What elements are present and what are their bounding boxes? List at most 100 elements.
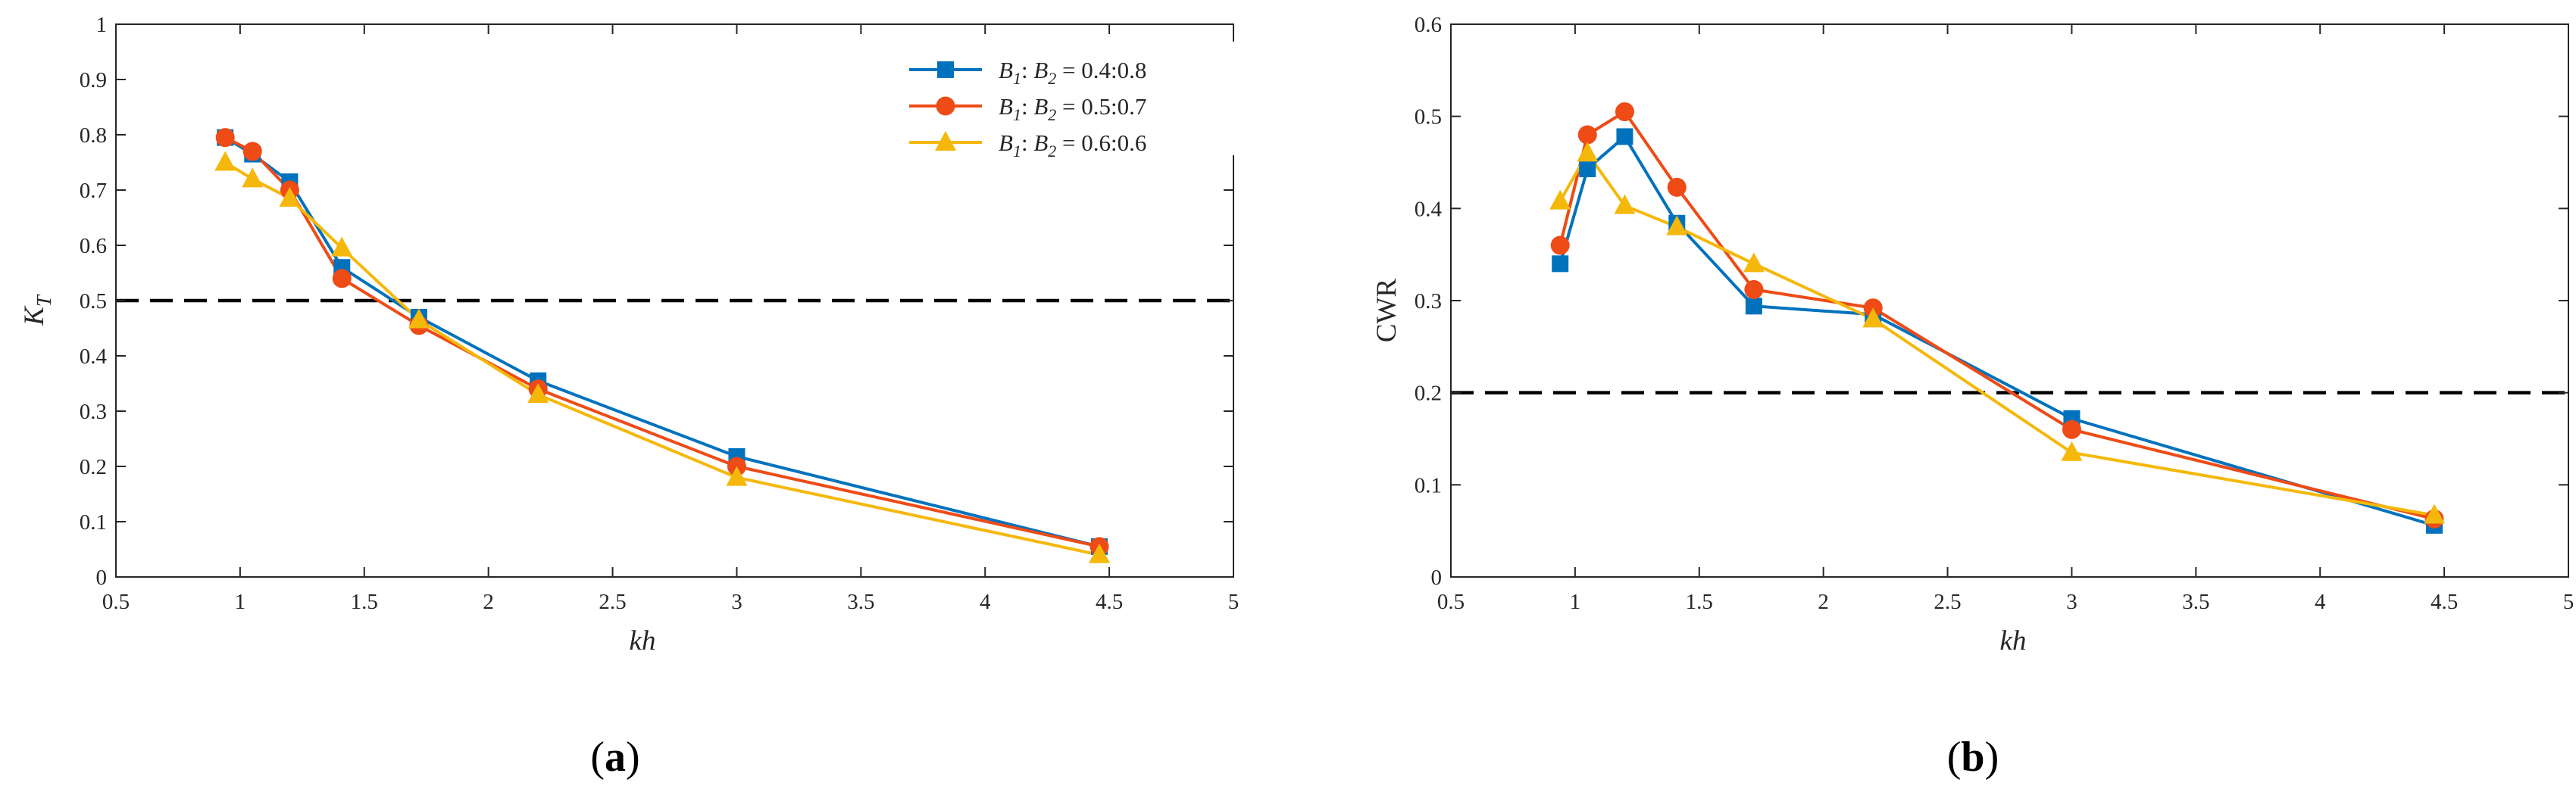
legend-label-part: : (1021, 129, 1033, 156)
x-tick-label: 3.5 (2182, 590, 2209, 614)
legend-label: B1: B2 = 0.6:0.6 (999, 129, 1146, 161)
x-tick-label: 1.5 (351, 590, 378, 614)
legend-label-part: 1 (1013, 142, 1021, 161)
series-group (214, 128, 1110, 563)
data-point-triangle (1743, 252, 1765, 273)
y-axis-label: KT (19, 294, 55, 326)
y-tick-label: 0.1 (1415, 473, 1442, 497)
legend-label-part: 2 (1048, 142, 1056, 161)
x-tick-label: 4.5 (1096, 590, 1123, 614)
legend-label-part: B (999, 57, 1013, 83)
data-point-triangle (527, 383, 549, 404)
tick-label-group: 0.5 1 1.5 2 2.5 3 3.5 4 4.5 5 0 0.1 0.2 0.3 0.4 0.5 0.6 0… (80, 13, 1240, 614)
x-axis-label: kh (2000, 625, 2027, 656)
legend-label-part: 0.6:0.6 (1081, 129, 1146, 156)
y-tick-label: 0.8 (80, 123, 107, 148)
legend-label-part: 0.5:0.7 (1081, 93, 1146, 120)
panel-label-open-paren: ( (590, 734, 605, 781)
data-point-triangle (1577, 142, 1599, 162)
legend-label-part: 0.4:0.8 (1081, 57, 1146, 83)
legend-label-part: B (999, 93, 1013, 120)
y-tick-label: 0.2 (1415, 382, 1442, 406)
legend-entry: B1: B2 = 0.4:0.8 (909, 57, 1146, 88)
data-point-triangle (279, 186, 301, 207)
legend-label-part: = (1056, 57, 1081, 83)
y-tick-label: 0 (1431, 566, 1443, 590)
x-tick-label: 2 (483, 590, 494, 614)
legend-box (861, 42, 1235, 155)
series-group (1549, 102, 2445, 534)
y-tick-label: 0.1 (80, 510, 107, 535)
data-point-square (937, 61, 954, 78)
axes-group (1450, 23, 2569, 578)
x-tick-label: 4 (980, 590, 991, 614)
y-tick-label: 0.5 (80, 289, 107, 313)
panel-label-close-paren: ) (626, 734, 640, 781)
legend-label-part: B (999, 129, 1013, 156)
chart-panel-a: 0.5 1 1.5 2 2.5 3 3.5 4 4.5 5 0 0.1 0.2 0.3 0.4 0.5 0.6 0… (19, 13, 1239, 781)
legend-label-part: 1 (1013, 105, 1021, 124)
legend-label-part: = (1056, 93, 1081, 120)
data-point-circle (2062, 419, 2081, 439)
x-tick-label: 1.5 (1686, 590, 1713, 614)
chart-panel-b: 0.5 1 1.5 2 2.5 3 3.5 4 4.5 500.10.20.30.40.50.6 … (1371, 13, 2574, 781)
y-tick-label: 0.4 (80, 345, 108, 369)
y-axis-label-main: K (19, 305, 50, 326)
x-tick-label: 0.5 (1437, 590, 1465, 614)
legend-entry: B1: B2 = 0.5:0.7 (909, 93, 1146, 124)
x-tick-label: 4 (2315, 590, 2326, 614)
legend-entry: B1: B2 = 0.6:0.6 (909, 129, 1146, 161)
data-point-triangle (726, 466, 748, 486)
data-point-circle (332, 269, 352, 288)
legend-label-part: : (1021, 57, 1033, 83)
data-point-triangle (242, 167, 264, 188)
x-tick-label: 2.5 (599, 590, 626, 614)
data-point-circle (1615, 102, 1634, 122)
data-point-triangle (2061, 441, 2083, 461)
panel-label-open-paren: ( (1947, 734, 1962, 781)
x-tick-label: 4.5 (2431, 590, 2458, 614)
tick-label-group: 0.5 1 1.5 2 2.5 3 3.5 4 4.5 5 0 0.1 0.2 0.3 0.4 0.5 0.6 (1415, 13, 2574, 614)
data-point-triangle (2424, 504, 2445, 524)
y-tick-label: 0.3 (1415, 289, 1442, 313)
y-tick-label: 0.2 (80, 455, 107, 479)
legend-label-part: 2 (1048, 105, 1056, 124)
data-point-triangle (1614, 194, 1636, 214)
data-point-circle (1744, 279, 1764, 299)
data-point-square (1745, 298, 1762, 315)
legend-label-part: B (1033, 129, 1048, 156)
data-point-circle (215, 128, 235, 148)
y-tick-label: 0.6 (1415, 13, 1442, 37)
x-tick-label: 3.5 (847, 590, 874, 614)
legend: B1: B2 = 0.4:0.8B1: B2 = 0.5:0.7B1: B2 =… (861, 42, 1235, 161)
x-tick-label: 3 (2066, 590, 2077, 614)
y-tick-label: 0.7 (80, 179, 107, 203)
x-tick-label: 1 (235, 590, 246, 614)
legend-entries: B1: B2 = 0.4:0.8B1: B2 = 0.5:0.7B1: B2 =… (909, 57, 1146, 161)
legend-label-part: = (1056, 129, 1081, 156)
legend-label: B1: B2 = 0.5:0.7 (999, 93, 1146, 124)
data-point-triangle (935, 131, 956, 151)
x-tick-label: 2.5 (1934, 590, 1961, 614)
y-tick-label: 1 (96, 13, 108, 37)
y-tick-label: 0.3 (80, 400, 107, 424)
data-point-circle (1577, 125, 1597, 145)
legend-label-part: 1 (1013, 69, 1021, 88)
data-point-square (1552, 255, 1569, 273)
panel-label-close-paren: ) (1985, 734, 1999, 781)
y-axis-label-subscript: T (33, 294, 55, 307)
data-point-triangle (1666, 215, 1688, 235)
axes-group (115, 23, 1234, 578)
data-point-circle (1667, 177, 1687, 197)
series-markers-3 (214, 151, 1110, 563)
data-point-triangle (214, 151, 236, 171)
x-tick-label: 0.5 (102, 590, 130, 614)
data-point-circle (936, 96, 955, 116)
legend-label-part: B (1033, 57, 1048, 83)
x-tick-label: 5 (2563, 590, 2574, 614)
data-point-circle (242, 142, 262, 161)
y-tick-label: 0.5 (1415, 105, 1442, 129)
data-point-triangle (1862, 307, 1884, 328)
y-tick-label: 0.4 (1415, 197, 1443, 221)
